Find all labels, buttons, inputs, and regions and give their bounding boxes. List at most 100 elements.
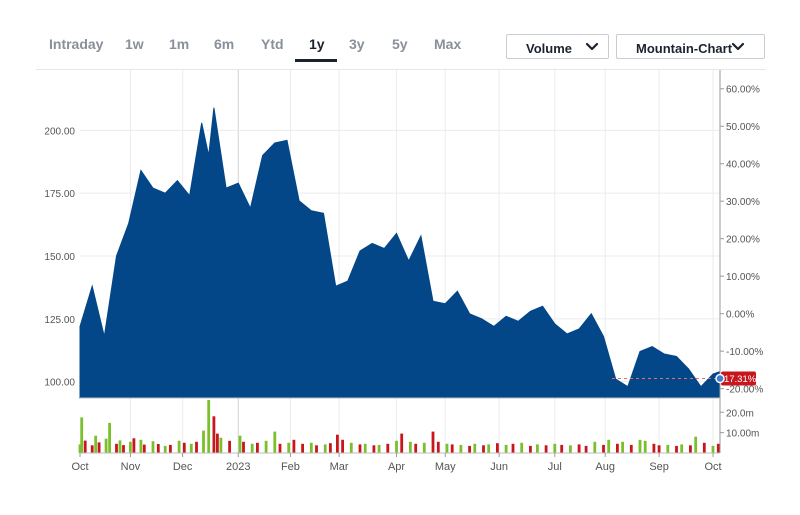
chart-type-dropdown[interactable]: Mountain-Chart (616, 34, 765, 59)
volume-bar (264, 440, 268, 453)
y-axis-tick-label: 175.00 (44, 189, 75, 200)
volume-bar (459, 444, 463, 453)
volume-bar (422, 442, 426, 453)
volume-bar (431, 431, 435, 453)
volume-bar (473, 443, 477, 453)
y2-axis-tick-label: -10.00% (726, 347, 763, 358)
volume-bar (409, 441, 412, 453)
volume-bar (169, 444, 172, 453)
volume-bar (129, 441, 132, 453)
volume-bar (450, 444, 454, 453)
volume-bar (372, 445, 376, 453)
tab-6m[interactable]: 6m (214, 36, 235, 52)
volume-bar (83, 440, 87, 453)
tab-5y[interactable]: 5y (392, 36, 408, 52)
volume-bar (638, 439, 642, 453)
x-axis-tick-label: Jul (548, 461, 562, 473)
volume-bar (616, 443, 619, 453)
volume-bar (156, 444, 160, 453)
volume-bar (702, 442, 706, 453)
volume-bar (584, 445, 588, 453)
volume-bar (560, 444, 564, 453)
y-axis-tick-label: 100.00 (44, 378, 75, 389)
volume-bar (94, 435, 98, 453)
volume-bar (97, 442, 101, 453)
volume-bar (219, 437, 223, 453)
volume-bar (468, 445, 471, 453)
x-axis-tick-label: Nov (121, 461, 141, 473)
x-axis-tick-label: May (435, 461, 456, 473)
volume-dropdown[interactable]: Volume (506, 34, 609, 59)
x-axis-tick-label: Feb (281, 461, 300, 473)
volume-bar (151, 441, 155, 453)
last-change-badge (721, 371, 756, 386)
y-axis-tick-label: 125.00 (44, 315, 75, 326)
volume-bar (675, 445, 678, 453)
volume-bar (553, 443, 557, 453)
volume-bar (593, 441, 597, 453)
tab-1y[interactable]: 1y (309, 36, 325, 52)
volume-bar (377, 444, 381, 453)
volume-bar (78, 444, 82, 453)
y2-axis-tick-label: 50.00% (726, 122, 760, 133)
volume-bar (242, 441, 245, 453)
volume-bar (482, 445, 485, 453)
volume-bar (216, 433, 219, 453)
tab-1w[interactable]: 1w (125, 36, 144, 52)
volume-bar (504, 444, 508, 453)
y2-axis-tick-label: 20.00% (726, 235, 760, 246)
y2-axis-tick-label: 40.00% (726, 160, 760, 171)
y2-axis-tick-label: -20.00% (726, 385, 763, 396)
tab-max[interactable]: Max (434, 36, 462, 52)
volume-bar (496, 443, 499, 453)
volume-bar (511, 443, 515, 453)
volume-bar (544, 445, 548, 453)
volume-bar (212, 416, 216, 453)
volume-bar (689, 445, 692, 453)
y-axis-tick-label: 150.00 (44, 252, 75, 263)
volume-bar (104, 438, 108, 453)
x-axis-tick-label: Aug (595, 461, 615, 473)
volume-bar (323, 444, 327, 453)
volume-bar (536, 444, 539, 453)
tab-3y[interactable]: 3y (349, 36, 365, 52)
volume-bar (315, 445, 318, 453)
volume-bar (132, 438, 136, 453)
volume-bar (108, 422, 111, 453)
y2-axis-tick-label: 0.00% (726, 310, 754, 321)
x-axis-tick-label: Dec (173, 461, 193, 473)
tab-intraday[interactable]: Intraday (49, 36, 104, 52)
y2-axis-tick-label: 10.00% (726, 272, 760, 283)
tab-1m[interactable]: 1m (169, 36, 190, 52)
y2-axis-tick-label: 30.00% (726, 197, 760, 208)
chevron-down-icon (731, 42, 745, 51)
volume-bar (694, 436, 698, 453)
volume-bar (529, 445, 532, 453)
volume-axis-tick-label: 10.00m (726, 429, 759, 440)
x-axis-tick-label: Apr (388, 461, 405, 473)
last-change-label: -17.31% (721, 374, 757, 385)
tab-ytd[interactable]: Ytd (261, 36, 284, 52)
volume-bar (177, 440, 181, 453)
volume-bar (607, 439, 611, 453)
volume-bar (292, 439, 296, 453)
volume-bar (680, 444, 684, 453)
volume-bar (569, 445, 572, 453)
volume-bar (577, 444, 581, 453)
volume-bar (309, 442, 313, 453)
volume-bar (329, 443, 332, 453)
volume-bar (238, 435, 242, 453)
volume-bar (487, 444, 491, 453)
volume-bar (182, 442, 186, 453)
volume-bar (363, 443, 367, 453)
volume-axis-tick-label: 20.0m (726, 408, 754, 419)
volume-bar (621, 441, 624, 453)
volume-bar (336, 434, 339, 453)
volume-bar (711, 445, 715, 453)
volume-bar (118, 440, 122, 453)
volume-bar (358, 444, 362, 453)
x-axis-tick-label: Mar (330, 461, 349, 473)
volume-bar (520, 442, 524, 453)
volume-bar (195, 441, 198, 453)
